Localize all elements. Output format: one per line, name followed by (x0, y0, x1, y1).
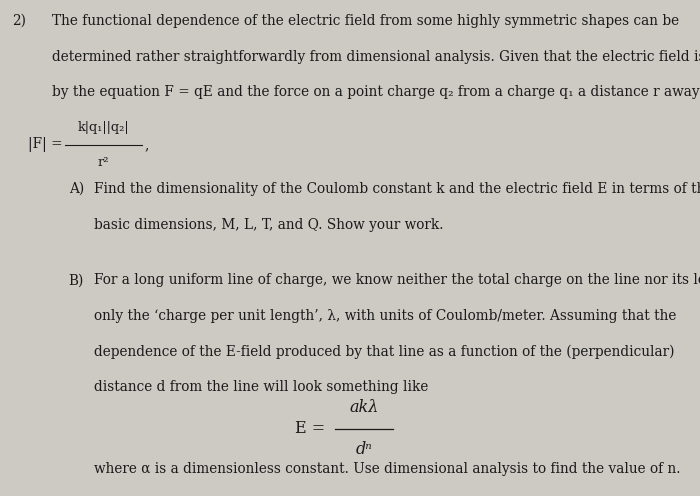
Text: E =: E = (295, 420, 326, 437)
Text: only the ‘charge per unit length’, λ, with units of Coulomb/meter. Assuming that: only the ‘charge per unit length’, λ, wi… (94, 309, 677, 323)
Text: by the equation F = qE and the force on a point charge q₂ from a charge q₁ a dis: by the equation F = qE and the force on … (52, 85, 700, 99)
Text: r²: r² (98, 156, 109, 169)
Text: 2): 2) (13, 14, 27, 28)
Text: determined rather straightforwardly from dimensional analysis. Given that the el: determined rather straightforwardly from… (52, 50, 700, 63)
Text: dⁿ: dⁿ (356, 441, 372, 458)
Text: akλ: akλ (349, 399, 379, 416)
Text: A): A) (69, 182, 84, 196)
Text: For a long uniform line of charge, we know neither the total charge on the line : For a long uniform line of charge, we kn… (94, 273, 700, 287)
Text: k|q₁||q₂|: k|q₁||q₂| (78, 121, 130, 134)
Text: basic dimensions, M, L, T, and Q. Show your work.: basic dimensions, M, L, T, and Q. Show y… (94, 218, 444, 232)
Text: |F| =: |F| = (28, 137, 62, 152)
Text: where α is a dimensionless constant. Use dimensional analysis to find the value : where α is a dimensionless constant. Use… (94, 462, 681, 476)
Text: dependence of the E-field produced by that line as a function of the (perpendicu: dependence of the E-field produced by th… (94, 345, 675, 359)
Text: The functional dependence of the electric field from some highly symmetric shape: The functional dependence of the electri… (52, 14, 680, 28)
Text: B): B) (69, 273, 84, 287)
Text: Find the dimensionality of the Coulomb constant k and the electric field E in te: Find the dimensionality of the Coulomb c… (94, 182, 700, 196)
Text: distance d from the line will look something like: distance d from the line will look somet… (94, 380, 429, 394)
Text: ,: , (144, 138, 148, 152)
